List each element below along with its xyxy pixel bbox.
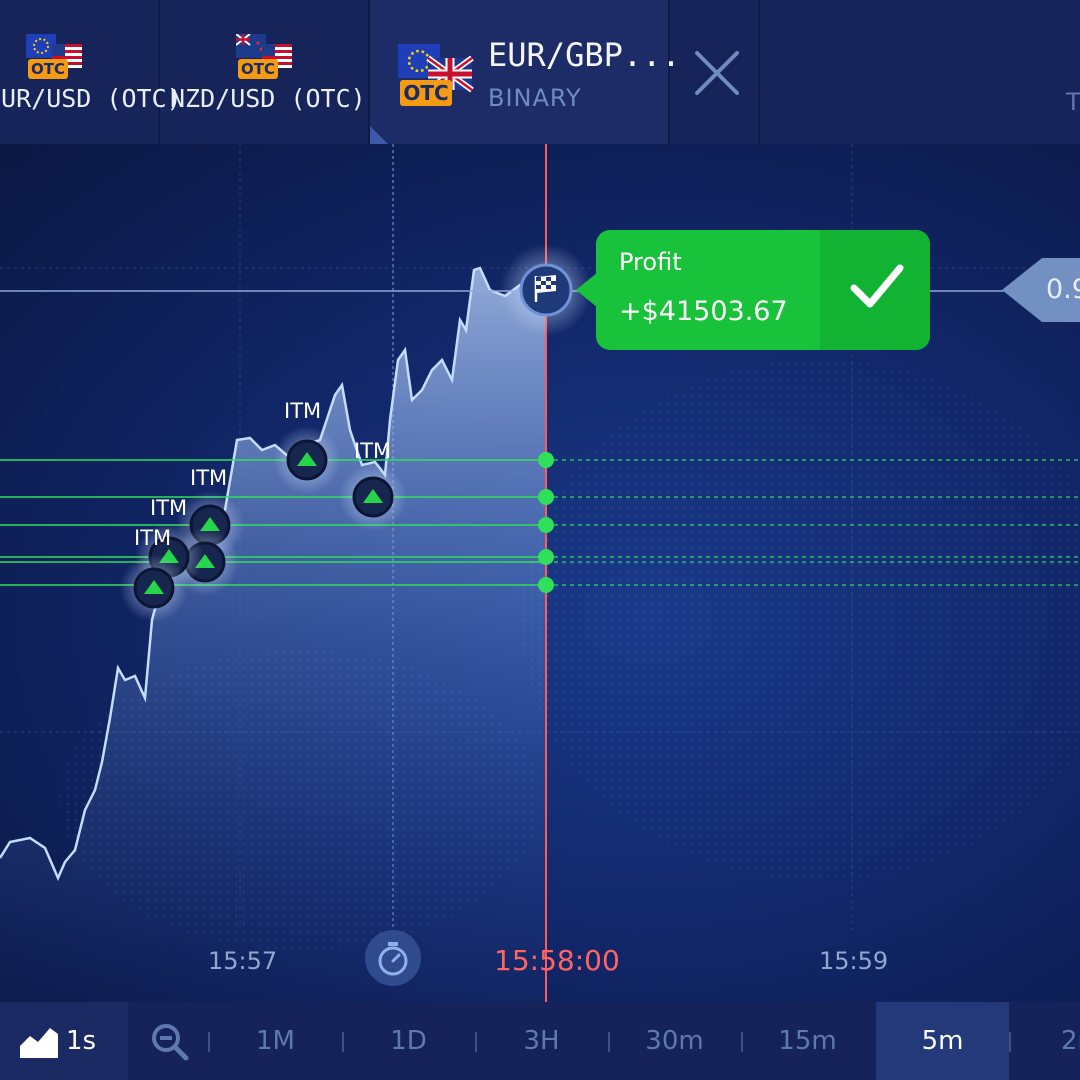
profit-check-zone: [820, 230, 930, 350]
zoom-out-icon[interactable]: [150, 1022, 190, 1062]
chart-type-button[interactable]: 1s: [0, 1002, 128, 1080]
timeframe-1M[interactable]: 1M: [256, 1026, 295, 1056]
itm-label: ITM: [150, 496, 187, 520]
time-axis-label: 15:57: [208, 947, 277, 975]
timeframe-2m[interactable]: 2m: [1061, 1026, 1080, 1056]
chart-type-label: 1s: [66, 1026, 97, 1056]
itm-label: ITM: [134, 526, 171, 550]
tab-corner-marker: [370, 126, 388, 144]
partial-tab-label: T: [1066, 88, 1080, 116]
itm-label: ITM: [354, 439, 391, 463]
close-tab-area: [670, 0, 760, 144]
checkered-flag-icon: [534, 275, 556, 302]
timeframe-toolbar: 1s 1M 1D 3H 30m 15m 5m 2m: [0, 1002, 1080, 1080]
check-icon: [850, 264, 904, 308]
trade-marker[interactable]: ITM: [120, 526, 188, 622]
map-texture: [520, 360, 1080, 880]
arrow-up-icon: [297, 452, 317, 466]
otc-badge: OTC: [400, 80, 452, 106]
time-axis-label: 15:59: [819, 947, 888, 975]
profit-value: +$41503.67: [619, 296, 788, 327]
timer-icon[interactable]: [365, 930, 421, 986]
close-icon[interactable]: [692, 48, 742, 98]
trade-marker[interactable]: ITM: [339, 439, 407, 531]
active-asset-type: BINARY: [488, 84, 582, 112]
trade-lines: [0, 459, 546, 586]
finish-flag-marker[interactable]: [500, 244, 592, 336]
area-chart-icon: [20, 1028, 58, 1058]
otc-badge: OTC: [238, 59, 278, 79]
otc-badge: OTC: [28, 59, 68, 79]
current-time-label: 15:58:00: [494, 944, 620, 977]
separator: [342, 1032, 344, 1052]
chart-canvas: ITM ITM ITM ITM ITM: [0, 144, 1080, 1002]
timeframe-30m[interactable]: 30m: [645, 1026, 704, 1056]
tab-nzd-usd[interactable]: OTC NZD/USD (OTC): [160, 0, 370, 144]
current-price-value: 0.9: [1046, 274, 1080, 305]
separator: [208, 1032, 210, 1052]
trade-marker[interactable]: ITM: [273, 399, 341, 494]
timeframe-3H[interactable]: 3H: [523, 1026, 560, 1056]
itm-label: ITM: [190, 466, 227, 490]
itm-label: ITM: [284, 399, 321, 423]
separator: [1009, 1032, 1011, 1052]
price-tag-shape: [1002, 258, 1080, 322]
tab-eur-usd[interactable]: OTC EUR/USD (OTC): [0, 0, 182, 144]
price-area: [0, 268, 546, 1002]
active-asset-title: EUR/GBP...: [488, 36, 681, 74]
separator: [475, 1032, 477, 1052]
trade-lines-extended: [546, 459, 1080, 586]
profit-popup[interactable]: Profit +$41503.67: [576, 230, 930, 350]
asset-tab-bar: OTC EUR/USD (OTC) OTC NZD/USD (OTC): [0, 0, 1080, 144]
arrow-up-icon: [363, 489, 383, 503]
timeframe-1D[interactable]: 1D: [390, 1026, 427, 1056]
separator: [608, 1032, 610, 1052]
arrow-up-icon: [200, 517, 220, 531]
tab-label: NZD/USD (OTC): [170, 84, 366, 113]
tab-eur-gbp-active[interactable]: OTC EUR/GBP... BINARY: [370, 0, 681, 144]
arrow-up-icon: [144, 580, 164, 594]
tab-label: EUR/USD (OTC): [0, 84, 182, 113]
separator: [741, 1032, 743, 1052]
timeframe-15m[interactable]: 15m: [778, 1026, 837, 1056]
timeframe-5m-active[interactable]: 5m: [876, 1002, 1009, 1080]
trade-end-dots: [538, 452, 554, 593]
price-chart[interactable]: ITM ITM ITM ITM ITM: [0, 144, 1080, 1002]
profit-title: Profit: [619, 248, 682, 276]
